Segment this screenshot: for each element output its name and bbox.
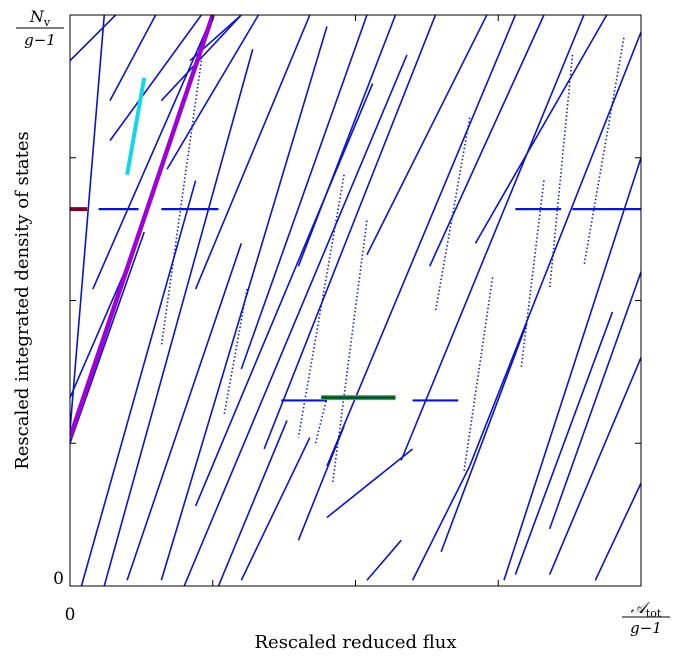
lattice-segment-12 xyxy=(240,15,368,370)
lattice-segment-21 xyxy=(503,157,641,581)
plot-frame xyxy=(69,14,642,587)
cyan-highlight-line-1 xyxy=(125,77,147,176)
lattice-segment-37 xyxy=(548,357,641,575)
dotted-segment-5 xyxy=(434,117,471,313)
lattice-segment-34 xyxy=(411,465,471,581)
lattice-segment-16 xyxy=(326,15,517,467)
lattice-segment-6 xyxy=(70,265,128,398)
lattice-segment-13 xyxy=(297,15,397,267)
lattice-segment-36 xyxy=(514,311,614,575)
lattice-segment-29 xyxy=(217,420,288,586)
lattice-segment-33 xyxy=(366,539,402,581)
lattice-segment-22 xyxy=(548,271,641,530)
x-end-label-num: 𝒜 xyxy=(631,598,651,617)
series-highlight-cyan xyxy=(125,77,147,176)
lattice-segment-7 xyxy=(70,231,145,444)
lattice-segment-25 xyxy=(126,243,243,581)
dotted-segment-9 xyxy=(583,37,625,267)
x-end-label-den: g−1 xyxy=(630,619,662,637)
x-end-label: 𝒜tot g−1 xyxy=(622,598,670,637)
y-end-label-sub: v xyxy=(43,16,51,29)
lattice-segment-38 xyxy=(594,482,641,581)
y-end-label: Nv g−1 xyxy=(16,7,64,49)
x-axis-label: Rescaled reduced flux xyxy=(254,632,456,653)
lattice-segment-15 xyxy=(366,15,488,256)
lattice-segment-20 xyxy=(468,31,641,467)
lattice-segment-17 xyxy=(429,15,545,267)
lattice-segment-3 xyxy=(109,15,157,102)
lattice-segment-31 xyxy=(297,425,345,541)
dotted-segment-4 xyxy=(331,220,368,484)
series-highlight-purple xyxy=(70,15,215,439)
x-tick-label-zero: 0 xyxy=(65,605,76,625)
y-tick-label-zero: 0 xyxy=(53,569,64,589)
purple-highlight-line-1 xyxy=(70,15,215,439)
svg-text:Nv: Nv xyxy=(29,7,51,29)
lattice-segment-26 xyxy=(160,26,328,581)
lattice-segment-11 xyxy=(194,15,311,290)
lattice-segment-23 xyxy=(80,180,197,586)
lattice-segment-2 xyxy=(70,15,117,62)
plot-area xyxy=(70,15,641,586)
series-dotted-segments xyxy=(160,37,625,484)
lattice-segment-14 xyxy=(263,15,437,450)
axis-ticks xyxy=(69,14,642,587)
lattice-segment-18 xyxy=(400,15,585,461)
y-axis-label: Rescaled integrated density of states xyxy=(12,131,33,470)
lattice-segment-24 xyxy=(103,49,254,586)
lattice-segment-28 xyxy=(194,83,374,507)
dotted-segment-7 xyxy=(520,180,545,370)
dotted-segment-2 xyxy=(223,288,248,415)
y-end-label-den: g−1 xyxy=(24,31,56,49)
lattice-segment-35 xyxy=(440,323,528,553)
lattice-segment-19 xyxy=(474,15,608,244)
lattice-segment-5 xyxy=(92,15,214,290)
dotted-segment-1 xyxy=(160,60,203,347)
series-main-lattice xyxy=(70,15,641,586)
dotted-segment-8 xyxy=(548,54,574,290)
lattice-segment-4 xyxy=(160,15,242,102)
lattice-segment-32 xyxy=(326,448,414,519)
y-end-label-num: N xyxy=(29,7,45,26)
lattice-segment-10 xyxy=(166,15,260,170)
lattice-segment-30 xyxy=(240,437,311,581)
lattice-segment-8 xyxy=(109,15,202,142)
lattice-segment-1 xyxy=(70,15,106,441)
dotted-segment-10 xyxy=(314,397,328,444)
dotted-segment-6 xyxy=(463,277,494,472)
lattice-segment-27 xyxy=(183,54,408,586)
dotted-segment-3 xyxy=(297,174,345,438)
